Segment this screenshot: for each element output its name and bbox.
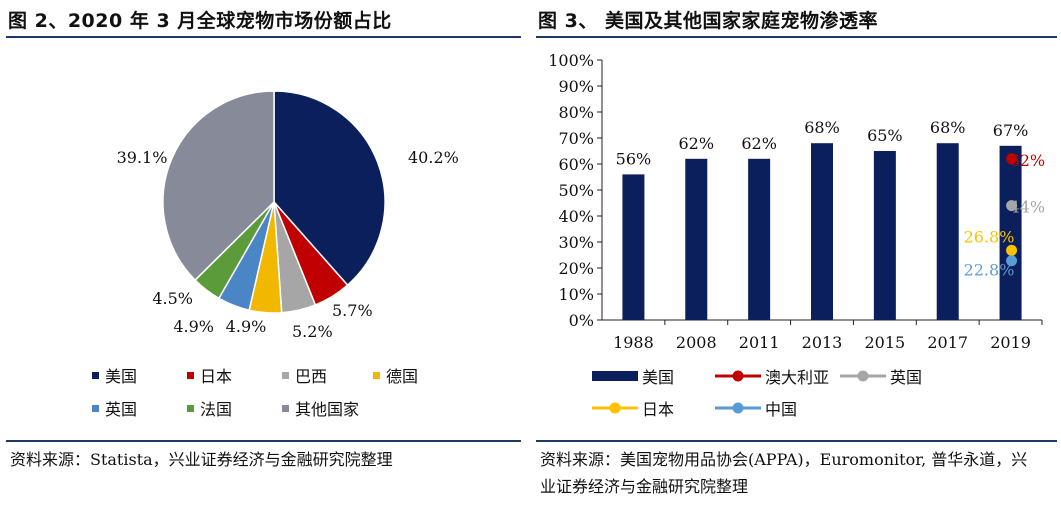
x-tick-label-2013: 2013	[802, 333, 843, 352]
legend-label: 法国	[200, 400, 233, 419]
bottom-rule	[6, 440, 521, 442]
y-tick-label: 90%	[558, 77, 594, 96]
pie-data-label-4: 4.9%	[173, 317, 214, 336]
pie-chart: 40.2% 5.7% 5.2% 4.9% 4.9% 4.5% 39.1%	[117, 90, 459, 341]
legend-swatch	[92, 404, 99, 412]
legend-label: 日本	[642, 400, 675, 419]
y-tick-label: 20%	[558, 259, 594, 278]
legend-label: 美国	[105, 367, 138, 386]
legend-label: 澳大利亚	[765, 368, 830, 387]
left-panel: 图 2、2020 年 3 月全球宠物市场份额占比 40.2% 5.7% 5.2% 4.…	[0, 0, 525, 523]
pie-legend: 美国 日本 巴西 德国英国 法国 其他国家	[0, 355, 525, 425]
legend-swatch	[282, 404, 289, 412]
pie-legend-item-1: 日本	[187, 363, 232, 387]
pie-legend-item-0: 美国	[92, 363, 137, 387]
y-tick-label: 80%	[558, 103, 594, 122]
pie-data-label-5: 4.5%	[152, 289, 193, 308]
bar-2015	[873, 151, 896, 320]
point-data-label-2: 26.8%	[964, 227, 1015, 246]
legend-label: 英国	[105, 400, 138, 419]
legend-swatch	[373, 371, 380, 379]
point-3	[1006, 255, 1018, 267]
x-tick-label-2008: 2008	[676, 333, 717, 352]
pie-data-label-3: 4.9%	[226, 317, 267, 336]
point-0	[1006, 153, 1018, 165]
legend-swatch	[282, 371, 289, 379]
bar-2011	[748, 158, 771, 320]
bar-data-label-2019: 67%	[993, 121, 1029, 140]
y-tick-label: 60%	[558, 155, 594, 174]
x-tick-label-2019: 2019	[990, 333, 1031, 352]
bar-legend-item-0: 美国	[592, 364, 674, 388]
pie-slice-0	[273, 90, 386, 287]
x-tick-label-1988: 1988	[613, 333, 654, 352]
legend-label: 日本	[200, 367, 233, 386]
title-rule	[6, 36, 521, 38]
legend-swatch	[592, 402, 638, 414]
bar-data-label-2008: 62%	[679, 134, 715, 153]
bar-1988	[622, 174, 645, 320]
bar-legend: 美国 澳大利亚 英国日本 中国	[530, 360, 1061, 430]
bar-data-label-2017: 68%	[930, 118, 966, 137]
bar-data-label-1988: 56%	[616, 149, 652, 168]
pie-legend-item-3: 德国	[373, 363, 418, 387]
bar-source-note: 资料来源：美国宠物用品协会(APPA)，Euromonitor, 普华永道，兴业…	[540, 450, 1028, 496]
x-tick-label-2015: 2015	[864, 333, 905, 352]
pie-legend-item-6: 其他国家	[282, 396, 359, 420]
bar-2008	[685, 158, 708, 320]
bar-2019	[999, 145, 1022, 320]
y-tick-label: 40%	[558, 207, 594, 226]
legend-swatch	[592, 371, 638, 381]
pie-data-label-0: 40.2%	[408, 148, 459, 167]
bar-2013	[811, 143, 833, 320]
legend-swatch	[715, 402, 761, 414]
point-2	[1006, 244, 1018, 256]
y-tick-label: 0%	[569, 311, 594, 330]
y-tick-label: 30%	[558, 233, 594, 252]
bar-chart-title: 图 3、 美国及其他国家家庭宠物渗透率	[538, 10, 878, 32]
legend-swatch	[187, 404, 194, 412]
legend-swatch	[840, 370, 886, 382]
y-tick-label: 70%	[558, 129, 594, 148]
title-rule	[536, 36, 1057, 38]
pie-data-label-6: 39.1%	[117, 148, 168, 167]
bar-legend-item-1: 澳大利亚	[715, 364, 829, 388]
y-tick-label: 10%	[558, 285, 594, 304]
pie-legend-item-5: 法国	[187, 396, 232, 420]
bar-chart: 0% 10% 20% 30% 40% 50% 60% 70% 80% 90% 100% 56% 1988…	[548, 51, 1046, 352]
legend-label: 英国	[890, 368, 923, 387]
right-panel: 图 3、 美国及其他国家家庭宠物渗透率 0% 10% 20% 30% 40% 50% 60%…	[530, 0, 1061, 523]
bottom-rule	[536, 440, 1057, 442]
bar-legend-item-3: 日本	[592, 396, 674, 420]
pie-data-label-2: 5.2%	[292, 322, 333, 341]
point-data-label-1: 44%	[1010, 198, 1046, 217]
pie-source-note: 资料来源：Statista，兴业证券经济与金融研究院整理	[10, 450, 393, 469]
pie-legend-item-2: 巴西	[282, 363, 327, 387]
legend-label: 中国	[765, 400, 798, 419]
x-tick-label-2011: 2011	[739, 333, 780, 352]
pie-legend-item-4: 英国	[92, 396, 137, 420]
legend-swatch	[187, 371, 194, 379]
bar-data-label-2015: 65%	[867, 126, 903, 145]
point-1	[1006, 200, 1018, 212]
legend-swatch	[715, 370, 761, 382]
bar-data-label-2011: 62%	[741, 134, 777, 153]
legend-label: 巴西	[295, 367, 328, 386]
pie-chart-title: 图 2、2020 年 3 月全球宠物市场份额占比	[8, 10, 392, 32]
bar-legend-item-2: 英国	[840, 364, 922, 388]
legend-label: 德国	[386, 367, 419, 386]
point-data-label-0: 62%	[1010, 151, 1046, 170]
legend-label: 美国	[642, 368, 675, 387]
legend-label: 其他国家	[295, 400, 360, 419]
point-data-label-3: 22.8%	[964, 261, 1015, 280]
bar-data-label-2013: 68%	[804, 118, 840, 137]
bar-legend-item-4: 中国	[715, 396, 797, 420]
legend-swatch	[92, 371, 99, 379]
pie-slice-6	[162, 90, 275, 282]
bar-2017	[936, 143, 959, 320]
x-tick-label-2017: 2017	[927, 333, 968, 352]
pie-data-label-1: 5.7%	[332, 301, 373, 320]
y-tick-label: 100%	[548, 51, 594, 70]
y-tick-label: 50%	[558, 181, 594, 200]
